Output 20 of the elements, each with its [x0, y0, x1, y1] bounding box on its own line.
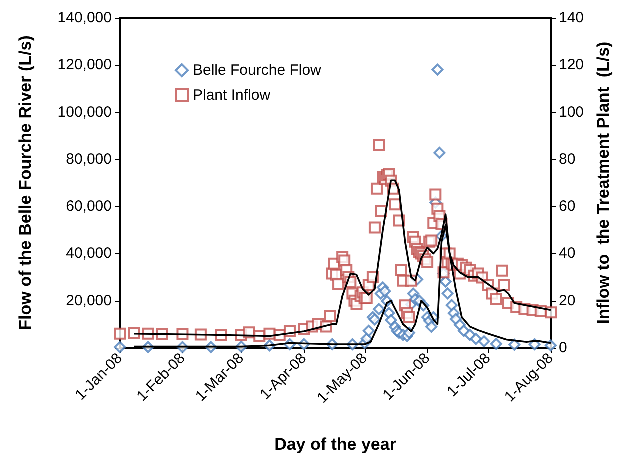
- y-tick-label: 40,000: [66, 245, 112, 262]
- legend-label: Belle Fourche Flow: [193, 62, 322, 79]
- y2-axis-title: Inflow to the Treatment Plant (L/s): [594, 42, 613, 324]
- y-tick-label: 100,000: [58, 104, 112, 121]
- y2-tick-label: 80: [559, 150, 576, 168]
- x-axis-title: Day of the year: [274, 435, 397, 454]
- y2-tick-label: 40: [559, 245, 576, 262]
- y2-tick-label: 100: [559, 104, 584, 121]
- y-tick-label: 60,000: [66, 198, 112, 216]
- y-tick-label: 20,000: [66, 292, 112, 310]
- y2-tick-label: 140: [559, 10, 584, 26]
- y-tick-label: 80,000: [66, 150, 112, 168]
- y2-tick-label: 60: [559, 198, 576, 216]
- y2-tick-label: 0: [559, 340, 568, 356]
- y2-tick-label: 20: [559, 292, 576, 310]
- y-axis-title: Flow of the Belle Fourche River (L/s): [16, 36, 35, 330]
- legend-label: Plant Inflow: [193, 87, 271, 104]
- y-tick-label: 140,000: [58, 10, 112, 26]
- y2-tick-label: 120: [559, 56, 584, 74]
- y-tick-label: 120,000: [58, 56, 112, 74]
